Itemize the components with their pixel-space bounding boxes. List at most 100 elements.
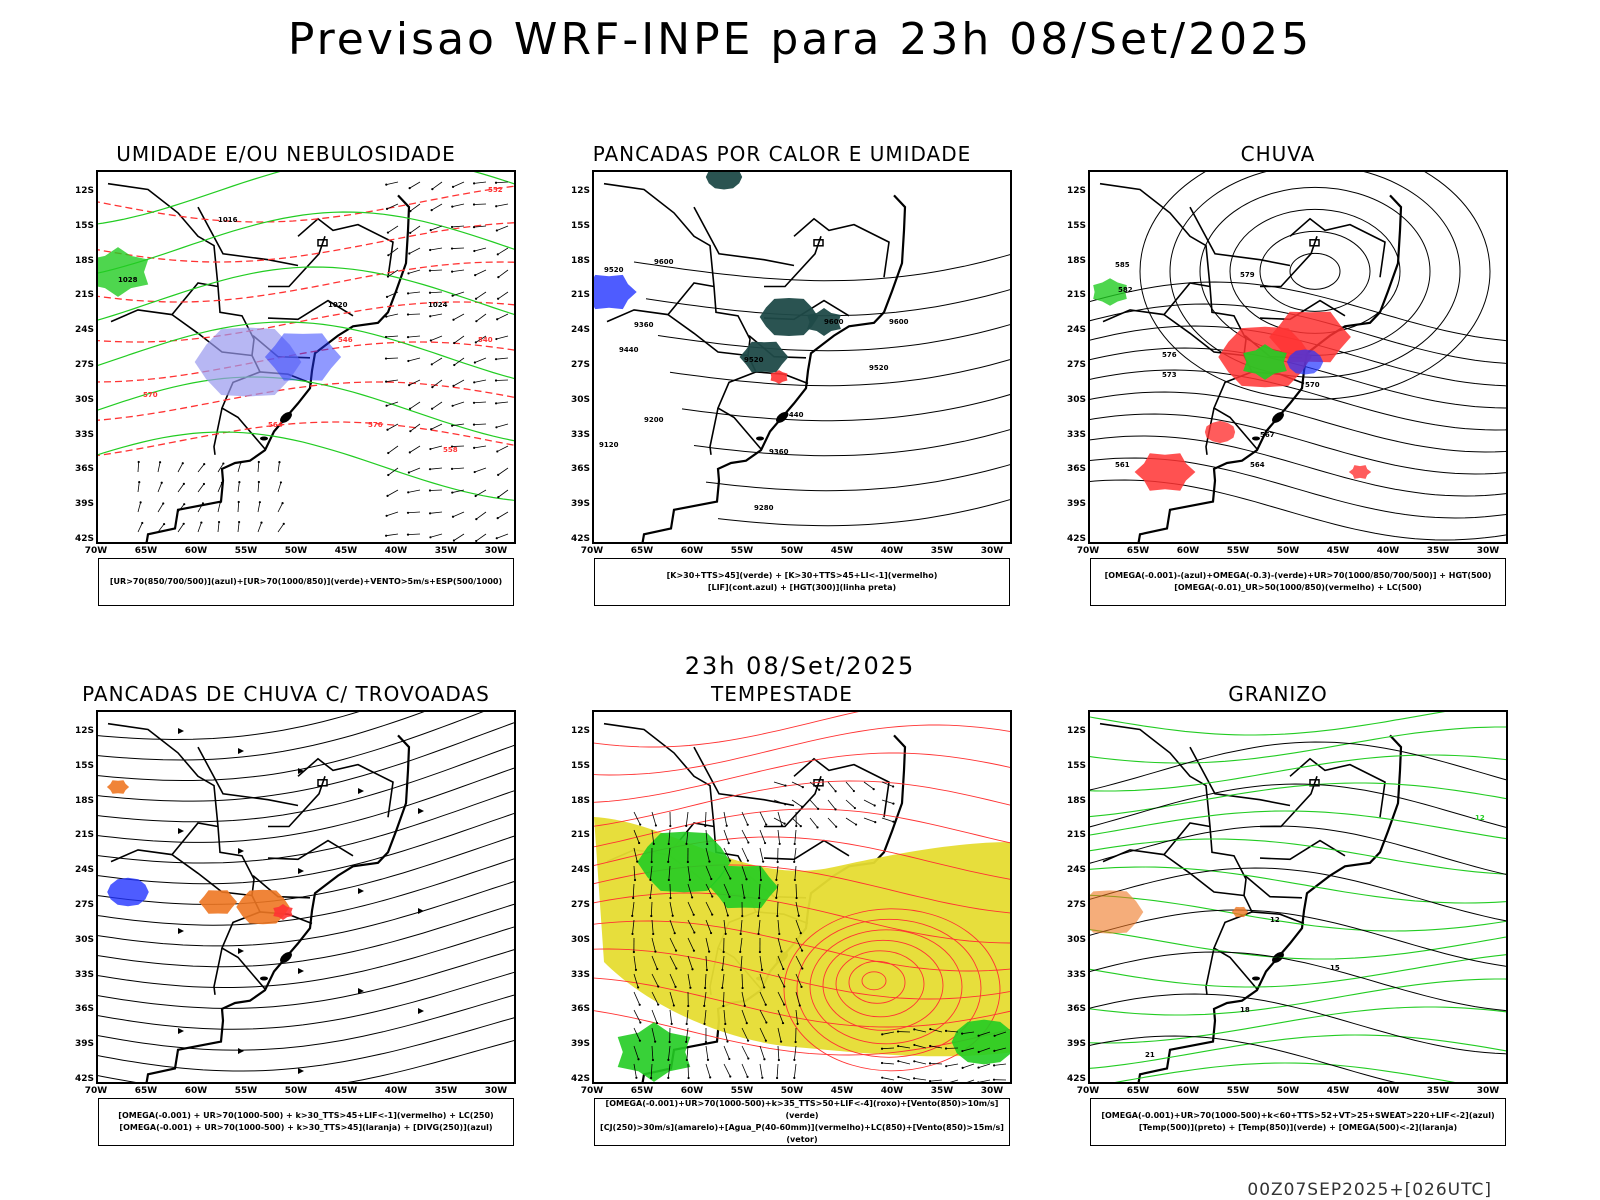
legend-line: [K>30+TTS>45](verde) + [K>30+TTS>45+LI<-…	[666, 571, 938, 580]
run-stamp: 00Z07SEP2025+[026UTC]	[1247, 1180, 1492, 1200]
latitude-tick-label: 30S	[74, 934, 94, 945]
longitude-tick-label: 65W	[134, 1086, 158, 1096]
longitude-tick-label: 50W	[284, 546, 308, 556]
map-canvas: 12 12 15 18 21	[1088, 710, 1508, 1084]
latitude-tick-label: 39S	[74, 499, 94, 510]
svg-text:585: 585	[1115, 261, 1130, 269]
weather-map-granizo: 12 12 15 18 21	[1090, 712, 1506, 1082]
svg-text:1020: 1020	[328, 301, 348, 309]
latitude-tick-label: 33S	[1066, 429, 1086, 440]
latitude-tick-label: 18S	[570, 255, 590, 266]
legend-line: [OMEGA(-0.001)+UR>70(1000-500)+k>35_TTS>…	[605, 1099, 999, 1120]
latitude-tick-label: 30S	[1066, 394, 1086, 405]
map-canvas	[96, 710, 516, 1084]
longitude-tick-label: 65W	[134, 546, 158, 556]
latitude-tick-label: 12S	[570, 186, 590, 196]
latitude-tick-label: 42S	[74, 534, 94, 544]
longitude-tick-label: 65W	[1126, 1086, 1150, 1096]
svg-text:9520: 9520	[869, 364, 889, 372]
svg-text:564: 564	[1250, 461, 1265, 469]
latitude-tick-label: 42S	[1066, 1074, 1086, 1084]
latitude-tick-label: 36S	[74, 464, 94, 475]
svg-text:9280: 9280	[754, 504, 774, 512]
legend-line: [OMEGA(-0.001) + UR>70(1000-500) + k>30_…	[118, 1111, 494, 1120]
longitude-tick-label: 40W	[880, 546, 904, 556]
latitude-tick-label: 42S	[570, 534, 590, 544]
longitude-tick-label: 55W	[234, 546, 258, 556]
legend-line: [OMEGA(-0.001) + UR>70(1000-500) + k>30_…	[119, 1123, 493, 1132]
latitude-tick-label: 18S	[74, 795, 94, 806]
longitude-tick-label: 45W	[830, 546, 854, 556]
longitude-tick-label: 60W	[680, 1086, 704, 1096]
svg-text:9520: 9520	[604, 266, 624, 274]
longitude-tick-label: 35W	[1426, 1086, 1450, 1096]
svg-text:1024: 1024	[428, 301, 448, 309]
longitude-tick-label: 40W	[384, 1086, 408, 1096]
svg-text:570: 570	[143, 391, 158, 399]
longitude-tick-label: 35W	[930, 1086, 954, 1096]
legend-box: [UR>70(850/700/500)](azul)+[UR>70(1000/8…	[98, 558, 514, 606]
legend-line: [UR>70(850/700/500)](azul)+[UR>70(1000/8…	[109, 577, 503, 586]
latitude-tick-label: 27S	[1066, 360, 1086, 370]
latitude-tick-label: 30S	[570, 934, 590, 945]
svg-text:9360: 9360	[769, 448, 789, 456]
latitude-tick-label: 21S	[570, 290, 590, 301]
latitude-tick-label: 21S	[74, 290, 94, 301]
svg-text:552: 552	[488, 186, 503, 194]
legend-line: [LIF](cont.azul) + [HGT(300)](linha pret…	[707, 583, 897, 592]
longitude-tick-label: 40W	[1376, 546, 1400, 556]
longitude-tick-label: 40W	[880, 1086, 904, 1096]
longitude-tick-label: 60W	[1176, 1086, 1200, 1096]
latitude-tick-label: 42S	[1066, 534, 1086, 544]
longitude-tick-label: 70W	[580, 1086, 604, 1096]
latitude-tick-label: 33S	[74, 969, 94, 980]
latitude-tick-label: 15S	[1066, 220, 1086, 231]
svg-text:9600: 9600	[654, 258, 674, 266]
longitude-tick-label: 45W	[830, 1086, 854, 1096]
map-panel-granizo: GRANIZO 12 12 15 18 21 12S 15S 18S 21S 24S 27S 30S 33…	[1048, 682, 1508, 1182]
latitude-tick-label: 21S	[1066, 830, 1086, 841]
latitude-tick-label: 18S	[1066, 255, 1086, 266]
svg-text:564: 564	[268, 421, 283, 429]
latitude-tick-label: 15S	[74, 760, 94, 771]
longitude-tick-label: 40W	[384, 546, 408, 556]
weather-map-pancadas-trovoadas	[98, 712, 514, 1082]
longitude-tick-label: 55W	[1226, 1086, 1250, 1096]
longitude-tick-label: 45W	[1326, 1086, 1350, 1096]
weather-map-pancadas-calor: 9600 9520 9440 9360 9280 9200 9120 9600 9440 9360…	[594, 172, 1010, 542]
map-canvas: 1016 1020 1024 1028 576 570 564 558 552 546 540	[96, 170, 516, 544]
latitude-tick-label: 39S	[74, 1039, 94, 1050]
svg-text:558: 558	[443, 446, 458, 454]
latitude-tick-label: 30S	[1066, 934, 1086, 945]
longitude-tick-label: 70W	[1076, 546, 1100, 556]
longitude-tick-label: 60W	[184, 1086, 208, 1096]
longitude-tick-label: 65W	[630, 1086, 654, 1096]
panel-title: TEMPESTADE	[711, 682, 853, 706]
longitude-tick-label: 55W	[730, 546, 754, 556]
latitude-tick-label: 36S	[1066, 1004, 1086, 1015]
legend-line: [Temp(500)](preto) + [Temp(850)](verde) …	[1138, 1123, 1458, 1132]
legend-line: [OMEGA(-0.01)_UR>50(1000/850)(vermelho) …	[1174, 583, 1422, 592]
longitude-tick-label: 45W	[334, 546, 358, 556]
legend-line: [OMEGA(-0.001)+UR>70(1000-500)+k<60+TTS>…	[1101, 1111, 1495, 1120]
latitude-tick-label: 21S	[1066, 290, 1086, 301]
panel-title: UMIDADE E/OU NEBULOSIDADE	[116, 142, 456, 166]
latitude-tick-label: 21S	[74, 830, 94, 841]
longitude-tick-label: 70W	[1076, 1086, 1100, 1096]
longitude-tick-label: 30W	[1476, 546, 1500, 556]
latitude-tick-label: 36S	[1066, 464, 1086, 475]
latitude-tick-label: 12S	[74, 726, 94, 736]
svg-text:12: 12	[1475, 814, 1485, 822]
latitude-tick-label: 15S	[74, 220, 94, 231]
latitude-tick-label: 39S	[1066, 499, 1086, 510]
svg-text:1016: 1016	[218, 216, 238, 224]
svg-text:576: 576	[1162, 351, 1177, 359]
longitude-tick-label: 35W	[930, 546, 954, 556]
longitude-tick-label: 35W	[1426, 546, 1450, 556]
longitude-tick-label: 45W	[334, 1086, 358, 1096]
latitude-tick-label: 33S	[570, 969, 590, 980]
svg-text:561: 561	[1115, 461, 1130, 469]
longitude-tick-label: 65W	[630, 546, 654, 556]
svg-text:573: 573	[1162, 371, 1177, 379]
latitude-tick-label: 42S	[74, 1074, 94, 1084]
